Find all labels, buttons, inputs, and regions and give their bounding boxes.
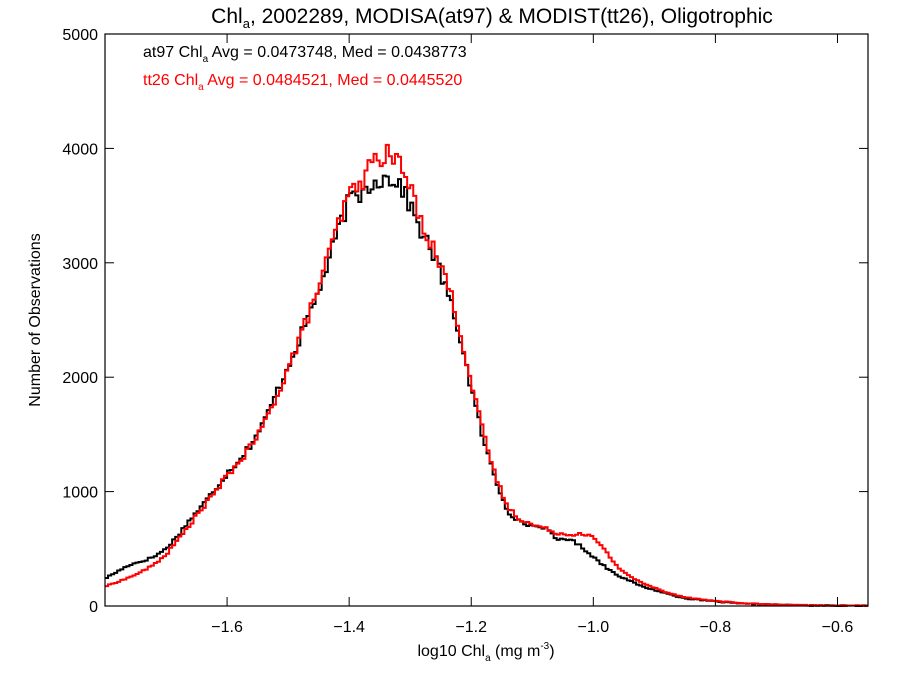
annotations: at97 Chla Avg = 0.0473748, Med = 0.04387… [143, 44, 467, 93]
x-axis-label: log10 Chla (mg m-3) [417, 641, 554, 664]
x-label-part-3: -3 [540, 641, 549, 652]
title-part-0: Chl [211, 5, 243, 28]
x-label-part-0: log10 Chl [417, 643, 485, 660]
title-part-2: , 2002289, MODISA(at97) & MODIST(tt26), … [250, 5, 773, 28]
x-tick-label: −1.4 [333, 619, 365, 636]
series-layer [105, 143, 868, 607]
series-line-0 [105, 174, 868, 607]
annotation-0-part-2: Avg = 0.0473748, Med = 0.0438773 [208, 44, 467, 61]
series-line-1 [105, 143, 868, 607]
y-axis-label: Number of Observations [27, 233, 44, 406]
y-tick-label: 0 [89, 599, 98, 616]
y-tick-label: 4000 [62, 141, 98, 158]
annotation-1-part-2: Avg = 0.0484521, Med = 0.0445520 [204, 72, 463, 89]
stats-annotation-1: tt26 Chla Avg = 0.0484521, Med = 0.04455… [143, 72, 462, 93]
y-tick-label: 2000 [62, 370, 98, 387]
plot-frame [104, 33, 869, 607]
x-tick-label: −1.2 [455, 619, 487, 636]
annotation-0-part-0: at97 Chl [143, 44, 203, 61]
x-label-part-1: a [485, 653, 491, 664]
chart-title: Chla, 2002289, MODISA(at97) & MODIST(tt2… [211, 5, 773, 31]
annotation-1-part-1: a [198, 82, 204, 93]
x-label-part-2: (mg m [491, 643, 541, 660]
x-tick-label: −0.8 [700, 619, 732, 636]
y-tick-label: 3000 [62, 256, 98, 273]
annotation-0-part-1: a [203, 54, 209, 65]
x-tick-label: −0.6 [822, 619, 854, 636]
x-tick-label: −1.0 [578, 619, 610, 636]
stats-annotation-0: at97 Chla Avg = 0.0473748, Med = 0.04387… [143, 44, 467, 65]
x-label-part-4: ) [549, 643, 554, 660]
annotation-1-part-0: tt26 Chl [143, 72, 198, 89]
title-part-1: a [243, 16, 251, 31]
y-tick-label: 5000 [62, 27, 98, 44]
y-tick-label: 1000 [62, 485, 98, 502]
ticks-layer: −1.6 −1.4 −1.2 −1.0 −0.8 −0.6 0 1000 2000 3000 400… [62, 27, 868, 636]
x-tick-label: −1.6 [211, 619, 243, 636]
